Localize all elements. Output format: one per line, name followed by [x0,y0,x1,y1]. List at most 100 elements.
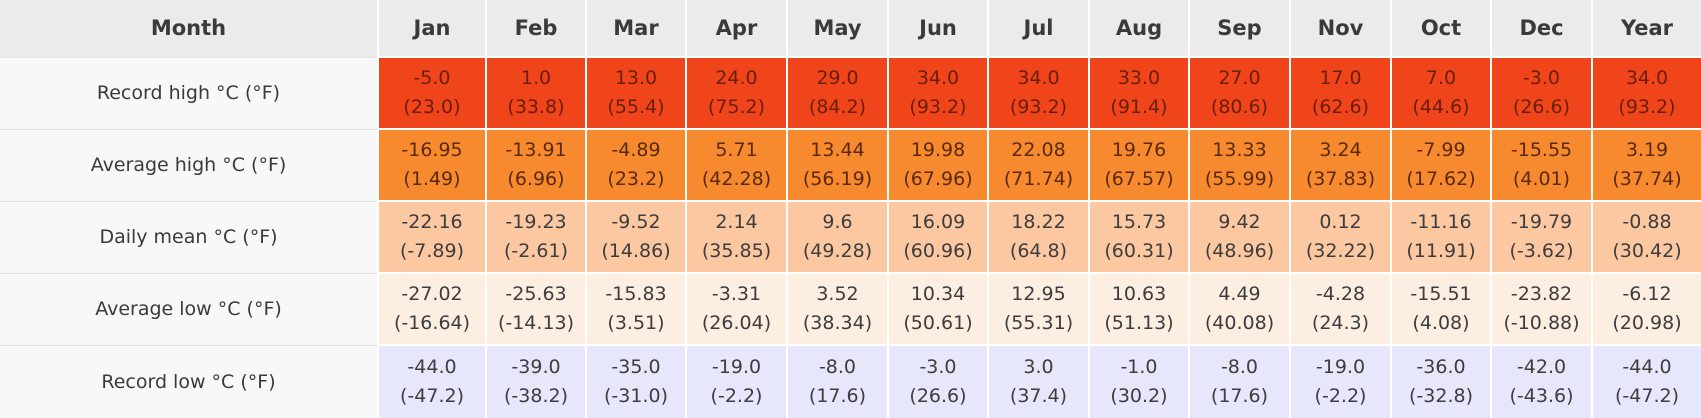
celsius-value: -42.0 [1516,356,1567,378]
celsius-value: 3.24 [1319,139,1362,161]
temperature-cell: -39.0 (-38.2) [485,344,586,418]
temperature-cell: 5.71 (42.28) [685,128,787,201]
celsius-value: 9.6 [822,211,853,233]
fahrenheit-value: (75.2) [707,96,766,118]
fahrenheit-value: (-2.2) [1314,385,1367,407]
celsius-value: 34.0 [1017,67,1060,89]
fahrenheit-value: (17.6) [808,385,867,407]
temperature-cell: -3.0 (26.6) [887,344,988,418]
month-header-nov: Nov [1289,0,1391,57]
row-label: Daily mean °C (°F) [0,200,378,273]
month-header-jan: Jan [377,0,486,57]
temperature-cell: -44.0 (-47.2) [1591,344,1701,418]
month-header-oct: Oct [1390,0,1491,57]
table-body: Record high °C (°F) -5.0 (23.0) 1.0 (33.8) 13… [0,56,1701,418]
temperature-cell: -0.88 (30.42) [1591,200,1701,273]
fahrenheit-value: (23.0) [403,96,461,118]
temperature-cell: -19.79 (-3.62) [1490,200,1592,273]
temperature-cell: -19.0 (-2.2) [685,344,787,418]
celsius-value: -25.63 [505,283,567,305]
fahrenheit-value: (48.96) [1204,240,1275,262]
celsius-value: -13.91 [505,139,567,161]
fahrenheit-value: (84.2) [808,96,867,118]
temperature-cell: 3.24 (37.83) [1289,128,1391,201]
temperature-cell: 13.44 (56.19) [786,128,888,201]
month-header-dec: Dec [1490,0,1592,57]
fahrenheit-value: (17.62) [1406,168,1476,190]
temperature-cell: -35.0 (-31.0) [585,344,686,418]
fahrenheit-value: (33.8) [507,96,565,118]
fahrenheit-value: (55.99) [1204,168,1275,190]
table-row: Average low °C (°F) -27.02 (-16.64) -25.63 (… [0,272,1701,345]
celsius-value: 10.63 [1111,283,1167,305]
celsius-value: 33.0 [1117,67,1161,89]
temperature-cell: -15.51 (4.08) [1390,272,1491,345]
temperature-cell: -19.0 (-2.2) [1289,344,1391,418]
temperature-cell: 12.95 (55.31) [987,272,1089,345]
temperature-cell: -1.0 (30.2) [1088,344,1189,418]
temperature-cell: 10.63 (51.13) [1088,272,1189,345]
fahrenheit-value: (71.74) [1003,168,1074,190]
fahrenheit-value: (56.19) [802,168,873,190]
month-header-feb: Feb [485,0,586,57]
celsius-value: 16.09 [910,211,966,233]
fahrenheit-value: (62.6) [1311,96,1370,118]
celsius-value: -35.0 [611,356,661,378]
celsius-value: -3.31 [711,283,762,305]
celsius-value: -0.88 [1622,211,1672,233]
temperature-cell: 18.22 (64.8) [987,200,1089,273]
celsius-value: -19.79 [1510,211,1573,233]
celsius-value: 19.76 [1111,139,1167,161]
fahrenheit-value: (-14.13) [497,312,575,334]
fahrenheit-value: (6.96) [507,168,565,190]
celsius-value: 7.0 [1425,67,1457,89]
celsius-value: 10.34 [910,283,966,305]
temperature-cell: -42.0 (-43.6) [1490,344,1592,418]
celsius-value: -4.89 [611,139,661,161]
fahrenheit-value: (67.57) [1104,168,1174,190]
temperature-cell: -16.95 (1.49) [377,128,486,201]
temperature-cell: -15.55 (4.01) [1490,128,1592,201]
fahrenheit-value: (80.6) [1210,96,1269,118]
month-header-jul: Jul [987,0,1089,57]
temperature-cell: 34.0 (93.2) [1591,56,1701,129]
temperature-cell: -4.89 (23.2) [585,128,686,201]
temperature-cell: -27.02 (-16.64) [377,272,486,345]
temperature-cell: -3.0 (26.6) [1490,56,1592,129]
temperature-cell: 3.0 (37.4) [987,344,1089,418]
fahrenheit-value: (60.31) [1104,240,1174,262]
temperature-cell: 3.19 (37.74) [1591,128,1701,201]
fahrenheit-value: (11.91) [1406,240,1476,262]
celsius-value: 22.08 [1011,139,1066,161]
temperature-cell: -15.83 (3.51) [585,272,686,345]
fahrenheit-value: (38.34) [802,312,873,334]
fahrenheit-value: (60.96) [903,240,973,262]
temperature-cell: 29.0 (84.2) [786,56,888,129]
month-header-year: Year [1591,0,1701,57]
celsius-value: 0.12 [1319,211,1362,233]
temperature-cell: 15.73 (60.31) [1088,200,1189,273]
fahrenheit-value: (26.6) [1512,96,1571,118]
temperature-cell: 9.42 (48.96) [1188,200,1290,273]
temperature-cell: -44.0 (-47.2) [377,344,486,418]
fahrenheit-value: (93.2) [1009,96,1068,118]
temperature-cell: 34.0 (93.2) [987,56,1089,129]
celsius-value: 12.95 [1011,283,1066,305]
fahrenheit-value: (20.98) [1612,312,1682,334]
fahrenheit-value: (49.28) [802,240,873,262]
fahrenheit-value: (-47.2) [400,385,464,407]
celsius-value: -15.83 [605,283,667,305]
fahrenheit-value: (37.83) [1305,168,1376,190]
celsius-value: -7.99 [1416,139,1466,161]
celsius-value: -39.0 [511,356,561,378]
celsius-value: -3.0 [1522,67,1561,89]
celsius-value: 18.22 [1011,211,1066,233]
temperature-cell: 13.33 (55.99) [1188,128,1290,201]
celsius-value: 27.0 [1218,67,1261,89]
fahrenheit-value: (37.4) [1009,385,1068,407]
celsius-value: 17.0 [1319,67,1362,89]
fahrenheit-value: (-2.61) [504,240,568,262]
row-label: Record high °C (°F) [0,56,378,129]
celsius-value: 5.71 [715,139,758,161]
